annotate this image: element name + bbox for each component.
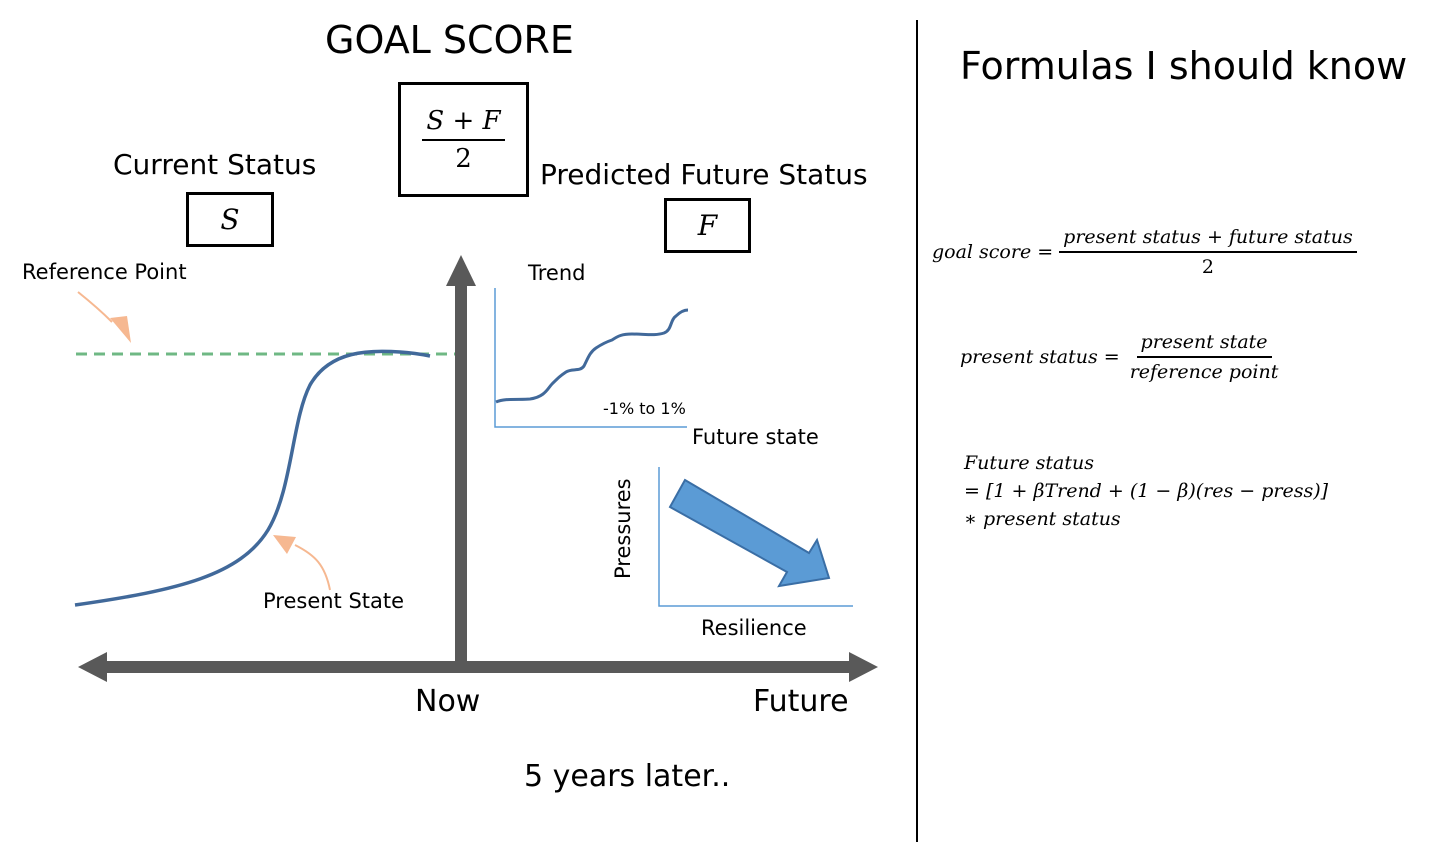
- future-status-label: Predicted Future Status: [540, 158, 868, 191]
- pressures-label: Pressures: [611, 478, 635, 579]
- trend-line: [495, 308, 689, 404]
- goal-box-denominator: 2: [455, 143, 472, 174]
- formula-future-status: Future status = [1 + βTrend + (1 − β)(re…: [964, 449, 1328, 533]
- future-state-label: Future state: [692, 425, 819, 449]
- current-status-box: S: [186, 192, 274, 247]
- resilience-label: Resilience: [701, 616, 807, 640]
- present-state-curve: [74, 349, 431, 607]
- now-axis-arrowhead: [446, 255, 476, 286]
- present-state-label: Present State: [263, 589, 405, 613]
- formula1-numerator: present status + future status: [1059, 226, 1357, 253]
- current-status-label: Current Status: [113, 148, 317, 181]
- declining-arrow: [668, 478, 831, 588]
- formula-present-status: present status = present state reference…: [960, 331, 1282, 383]
- pressures-chart-axes: [658, 467, 853, 607]
- goal-score-box: S + F 2: [398, 82, 529, 197]
- formula-goal-score: goal score = present status + future sta…: [932, 226, 1357, 278]
- present-callout-arrow: [294, 544, 331, 591]
- trend-chart-axes: [494, 288, 687, 428]
- time-axis-left-arrowhead: [78, 652, 107, 682]
- formula2-lhs: present status =: [960, 346, 1120, 368]
- goal-score-title: GOAL SCORE: [325, 18, 574, 62]
- goal-box-numerator: S + F: [422, 106, 505, 141]
- future-status-symbol: F: [697, 209, 718, 242]
- reference-point-label: Reference Point: [22, 260, 187, 284]
- now-label: Now: [415, 684, 481, 719]
- formula2-denominator: reference point: [1129, 361, 1279, 383]
- present-callout-arrowhead: [273, 535, 296, 554]
- future-label: Future: [753, 684, 849, 719]
- formula2-numerator: present state: [1136, 331, 1272, 358]
- formula3-line1: Future status: [964, 452, 1094, 474]
- current-status-symbol: S: [220, 203, 240, 236]
- formula3-line3: ∗ present status: [964, 508, 1121, 530]
- formula3-line2: = [1 + βTrend + (1 − β)(res − press)]: [964, 480, 1329, 502]
- time-axis-right-arrowhead: [849, 652, 878, 682]
- trend-label: Trend: [528, 261, 586, 285]
- formulas-title: Formulas I should know: [960, 44, 1408, 88]
- formula1-lhs: goal score =: [932, 241, 1054, 263]
- reference-callout-arrowhead: [110, 316, 131, 343]
- caption: 5 years later..: [524, 759, 731, 794]
- formula1-denominator: 2: [1201, 256, 1214, 278]
- future-status-box: F: [664, 198, 751, 253]
- reference-callout-arrow: [77, 291, 113, 323]
- trend-range-label: -1% to 1%: [603, 399, 686, 418]
